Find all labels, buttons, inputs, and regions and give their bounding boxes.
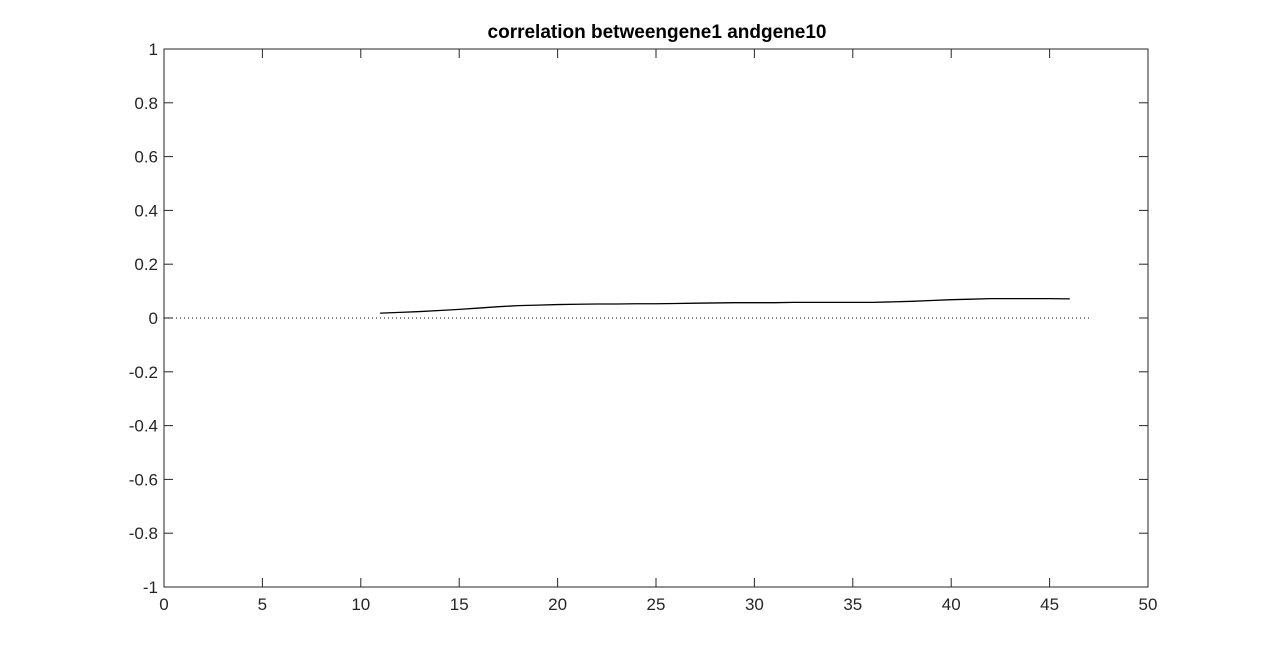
y-tick-label: 0.6 [134,148,158,167]
x-tick-label: 45 [1040,595,1059,614]
y-tick-label: 0 [149,309,158,328]
x-tick-label: 5 [258,595,267,614]
series-layer [379,297,1070,314]
y-tick-label: 0.2 [134,255,158,274]
x-tick-label: 25 [647,595,666,614]
x-tick-label: 15 [450,595,469,614]
series-line [379,297,1070,314]
x-tick-label: 35 [843,595,862,614]
y-tick-label: 1 [149,40,158,59]
y-tick-label: -0.2 [129,363,158,382]
y-tick-label: -0.8 [129,524,158,543]
y-tick-label: -1 [143,578,158,597]
y-axis-ticks: -1 -0.8 -0.6 -0.4 -0.2 0 0.2 0.4 0.6 0.8 1 [129,40,1148,597]
x-tick-label: 40 [942,595,961,614]
y-tick-label: -0.4 [129,417,158,436]
y-tick-label: 0.4 [134,201,158,220]
x-axis-ticks: 0 5 10 15 20 25 30 35 40 45 50 [159,49,1157,614]
x-tick-label: 10 [351,595,370,614]
x-tick-label: 30 [745,595,764,614]
x-tick-label: 20 [548,595,567,614]
x-tick-label: 50 [1139,595,1158,614]
y-tick-label: -0.6 [129,470,158,489]
y-tick-label: 0.8 [134,94,158,113]
x-tick-label: 0 [159,595,168,614]
chart-title: correlation betweengene1 andgene10 [488,22,827,43]
